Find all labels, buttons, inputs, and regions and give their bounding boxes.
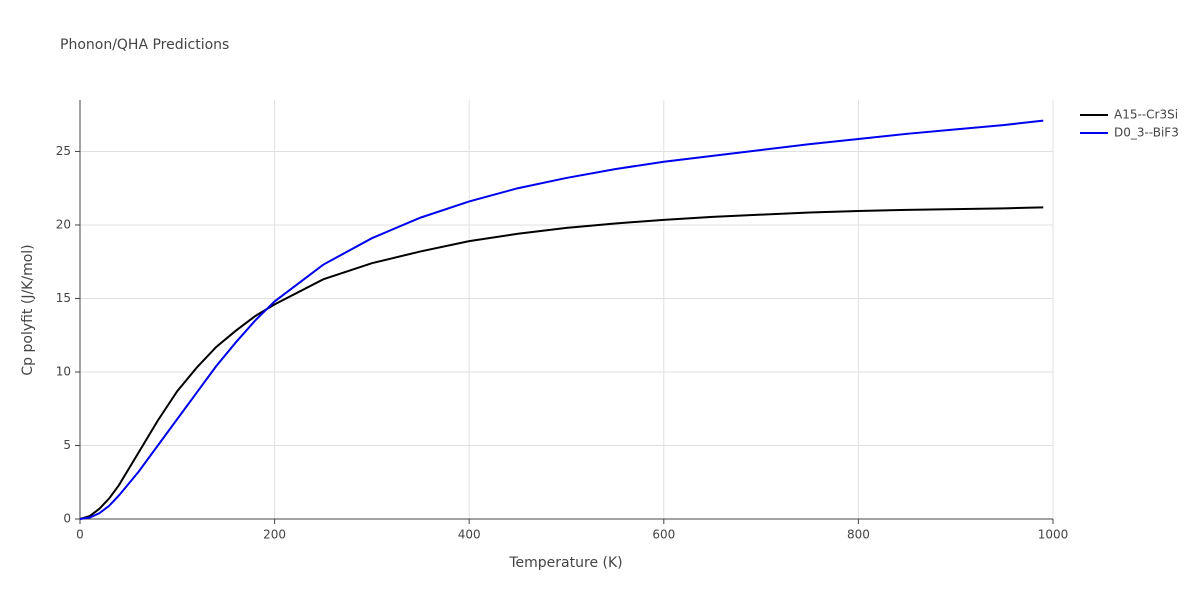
y-tick-label: 20: [56, 217, 71, 231]
x-tick-label: 0: [76, 528, 84, 542]
chart-title: Phonon/QHA Predictions: [60, 37, 229, 53]
x-tick-label: 1000: [1038, 528, 1069, 542]
y-tick-label: 10: [56, 364, 71, 378]
x-tick-label: 800: [847, 528, 870, 542]
y-tick-label: 0: [63, 512, 71, 526]
x-tick-label: 600: [652, 528, 675, 542]
x-tick-label: 400: [458, 528, 481, 542]
x-axis-title: Temperature (K): [508, 555, 622, 571]
legend-label: A15--Cr3Si: [1114, 108, 1178, 122]
legend-label: D0_3--BiF3: [1114, 126, 1179, 140]
y-axis-title: Cp polyfit (J/K/mol): [20, 244, 36, 375]
y-tick-label: 25: [56, 144, 71, 158]
series-line: [79, 206, 1044, 520]
y-tick-label: 15: [56, 291, 71, 305]
series-line: [79, 119, 1044, 520]
y-tick-label: 5: [63, 438, 71, 452]
x-tick-label: 200: [263, 528, 286, 542]
